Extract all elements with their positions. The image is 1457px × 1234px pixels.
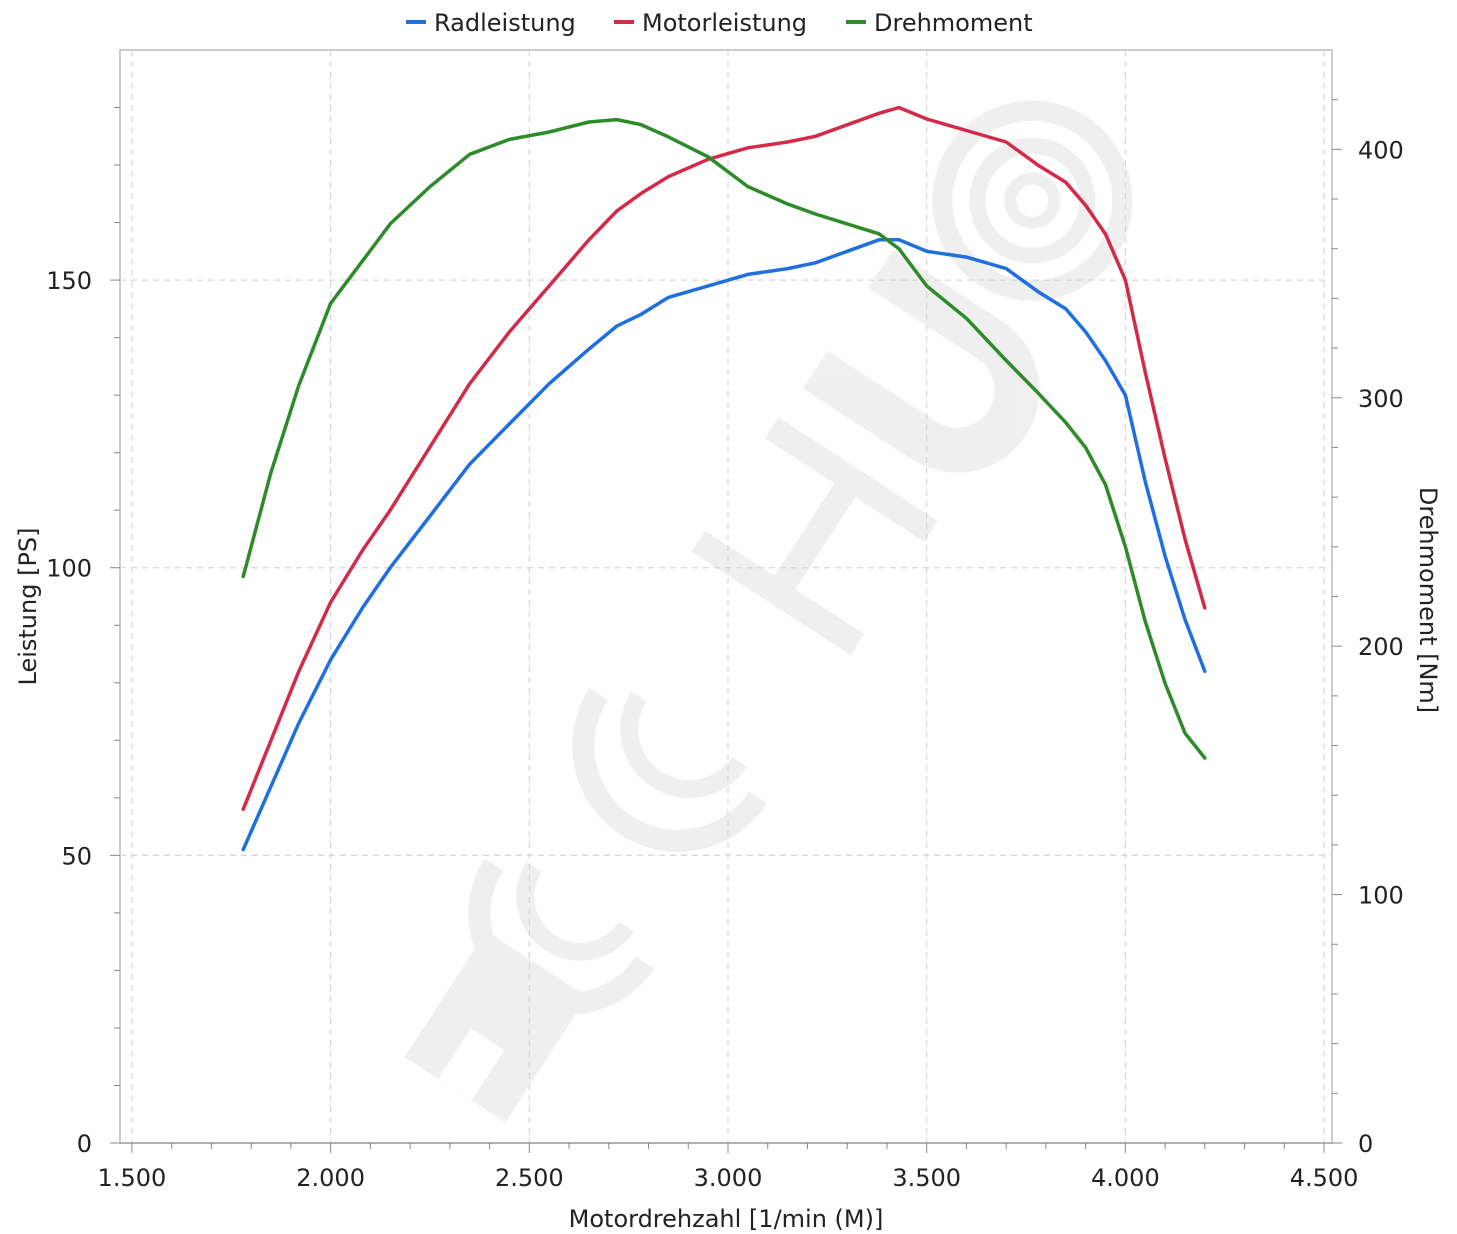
y-right-tick-label: 400 <box>1358 136 1404 164</box>
watermark-shape <box>802 250 1040 473</box>
watermark-group <box>404 100 1133 1123</box>
x-tick-label: 2.500 <box>495 1164 564 1192</box>
legend-label-motorleistung: Motorleistung <box>642 9 807 37</box>
y-right-tick-label: 100 <box>1358 882 1404 910</box>
legend-label-drehmoment: Drehmoment <box>874 9 1033 37</box>
legend-label-radleistung: Radleistung <box>434 9 576 37</box>
y-left-tick-label: 0 <box>77 1130 92 1158</box>
watermark-shape <box>572 688 768 852</box>
watermark-shape <box>468 858 655 1015</box>
watermark-shape <box>404 931 588 1123</box>
y-axis-right-title: Drehmoment [Nm] <box>1414 487 1442 713</box>
plot-area <box>119 49 1333 1144</box>
watermark-shape <box>516 861 634 961</box>
x-tick-label: 4.500 <box>1290 1164 1359 1192</box>
y-left-tick-label: 150 <box>46 267 92 295</box>
x-tick-label: 4.000 <box>1091 1164 1160 1192</box>
y-axis-left-title: Leistung [PS] <box>14 527 42 685</box>
axis-ticks: 1.500 2.000 2.500 3.000 3.500 4.000 4.500 0 50 10… <box>46 99 1404 1192</box>
grid <box>120 50 1332 1143</box>
legend: Radleistung Motorleistung Drehmoment <box>406 9 1033 37</box>
x-axis-title: Motordrehzahl [1/min (M)] <box>569 1205 884 1233</box>
watermark-shape <box>760 462 869 611</box>
y-left-tick-label: 100 <box>46 555 92 583</box>
series-lines <box>241 105 1207 852</box>
watermark-shape <box>932 100 1133 301</box>
series-line-drehmoment <box>241 117 1207 760</box>
x-tick-label: 1.500 <box>98 1164 167 1192</box>
y-right-tick-label: 0 <box>1358 1130 1373 1158</box>
series-line-radleistung <box>241 238 1207 852</box>
watermark-logo <box>404 100 1133 1123</box>
x-tick-label: 3.000 <box>694 1164 763 1192</box>
watermark-shape <box>1004 172 1061 229</box>
watermark-shape <box>691 530 865 655</box>
watermark-shape <box>438 1028 505 1101</box>
y-right-tick-label: 200 <box>1358 633 1404 661</box>
watermark-shape <box>620 691 748 798</box>
y-right-tick-label: 300 <box>1358 385 1404 413</box>
watermark-shape <box>969 137 1096 264</box>
watermark-shape <box>764 417 938 542</box>
y-left-tick-label: 50 <box>61 842 92 870</box>
series-line-motorleistung <box>241 105 1207 812</box>
x-tick-label: 3.500 <box>892 1164 961 1192</box>
x-tick-label: 2.000 <box>296 1164 365 1192</box>
